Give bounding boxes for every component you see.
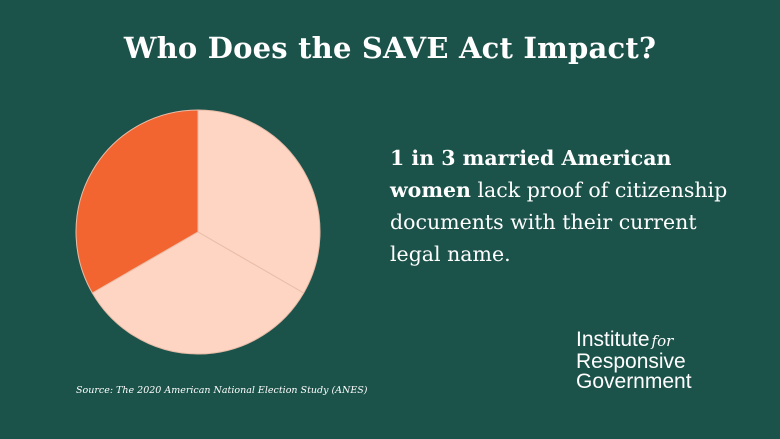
logo-line-1: Institute — [576, 328, 650, 351]
source-note: Source: The 2020 American National Elect… — [76, 385, 368, 396]
logo-for: for — [651, 332, 674, 350]
pie-slice-3 — [91, 231, 305, 355]
statement-rest: lack proof of citizenship documents with… — [390, 178, 728, 266]
pie-chart — [75, 109, 321, 355]
logo-line-3: Government — [576, 370, 692, 393]
page-title: Who Does the SAVE Act Impact? — [123, 31, 657, 65]
statement-text: 1 in 3 married American women lack proof… — [390, 142, 750, 270]
logo-line-2: Responsive — [576, 350, 686, 373]
institute-logo: Institute for Responsive Government — [576, 328, 766, 393]
statement-bold: 1 in 3 married American women — [390, 146, 672, 202]
pie-slice-1 — [75, 109, 199, 294]
pie-slice-2 — [197, 109, 321, 294]
